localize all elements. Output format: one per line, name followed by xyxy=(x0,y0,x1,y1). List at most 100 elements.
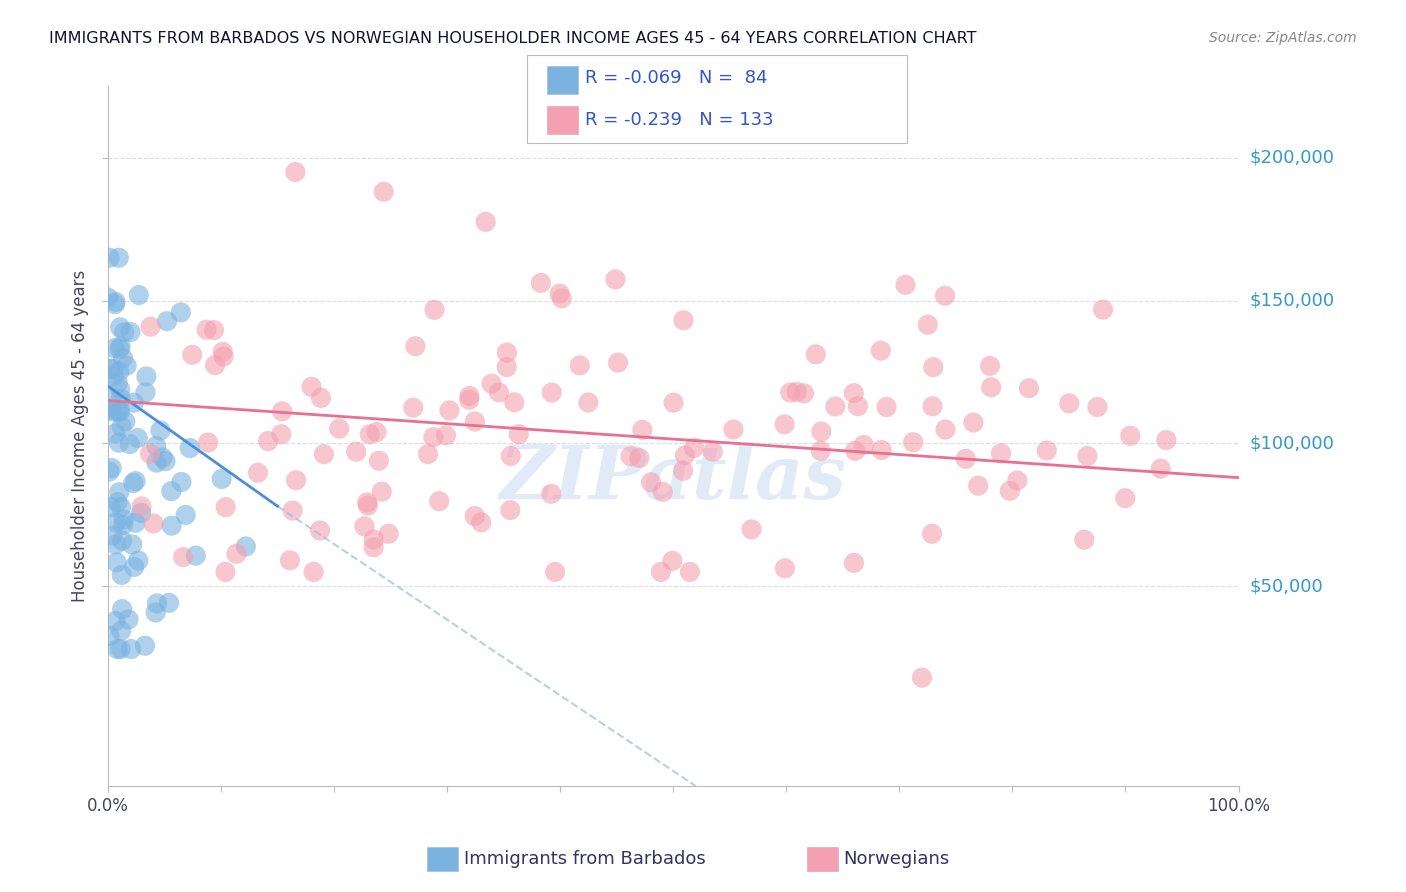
Point xyxy=(211,344,233,359)
Point xyxy=(464,414,486,428)
Point xyxy=(301,380,323,394)
Point xyxy=(281,503,304,517)
Point xyxy=(235,540,257,554)
Point xyxy=(423,302,446,317)
Point xyxy=(247,466,270,480)
Point xyxy=(110,404,132,418)
Point xyxy=(628,450,651,465)
Point xyxy=(371,484,394,499)
Point xyxy=(662,395,685,409)
Point xyxy=(499,449,522,463)
Point xyxy=(631,423,654,437)
Point xyxy=(363,541,385,555)
Point xyxy=(128,288,150,302)
Point xyxy=(103,368,125,383)
Point xyxy=(702,444,724,458)
Point xyxy=(650,565,672,579)
Point xyxy=(110,392,132,406)
Point xyxy=(111,602,134,616)
Text: IMMIGRANTS FROM BARBADOS VS NORWEGIAN HOUSEHOLDER INCOME AGES 45 - 64 YEARS CORR: IMMIGRANTS FROM BARBADOS VS NORWEGIAN HO… xyxy=(49,31,977,46)
Point xyxy=(214,500,236,515)
Point xyxy=(122,476,145,491)
Point xyxy=(568,359,591,373)
Point xyxy=(122,395,145,409)
Point xyxy=(672,464,695,478)
Point xyxy=(149,424,172,438)
Point xyxy=(101,528,124,542)
Point xyxy=(458,392,481,407)
Point xyxy=(824,400,846,414)
Point xyxy=(427,494,450,508)
Point xyxy=(107,376,129,390)
Point xyxy=(101,392,124,406)
Point xyxy=(804,347,827,361)
Point xyxy=(679,565,702,579)
Point xyxy=(464,509,486,524)
Point xyxy=(271,404,294,418)
Point xyxy=(108,404,131,418)
Point xyxy=(470,516,492,530)
Point xyxy=(110,383,132,397)
Point xyxy=(97,402,120,417)
Point xyxy=(195,323,218,337)
Point xyxy=(122,560,145,574)
Point xyxy=(97,291,120,305)
Point xyxy=(495,359,517,374)
Point xyxy=(846,399,869,413)
Point xyxy=(1036,443,1059,458)
Point xyxy=(508,427,530,442)
Point xyxy=(402,401,425,415)
Text: $50,000: $50,000 xyxy=(1250,577,1323,595)
Point xyxy=(458,389,481,403)
Point xyxy=(155,454,177,468)
Point xyxy=(145,456,167,470)
Point xyxy=(98,251,121,265)
Point xyxy=(309,391,332,405)
Point xyxy=(876,400,898,414)
Point xyxy=(108,342,131,356)
Point xyxy=(107,405,129,419)
Point xyxy=(146,596,169,610)
Point xyxy=(1092,302,1115,317)
Point xyxy=(503,395,526,409)
Point xyxy=(129,506,152,520)
Point xyxy=(344,444,367,458)
Point xyxy=(139,447,162,461)
Point xyxy=(117,612,139,626)
Point xyxy=(98,361,121,376)
Point xyxy=(1150,461,1173,475)
Point xyxy=(434,428,457,442)
Point xyxy=(135,369,157,384)
Point xyxy=(302,565,325,579)
Point xyxy=(353,519,375,533)
Point xyxy=(100,500,122,515)
Point xyxy=(111,533,134,548)
Point xyxy=(270,427,292,442)
Point xyxy=(103,361,125,376)
Point xyxy=(540,385,562,400)
Point xyxy=(357,499,380,513)
Point xyxy=(110,500,132,515)
Point xyxy=(142,516,165,531)
Point xyxy=(810,425,832,439)
Text: R = -0.239   N = 133: R = -0.239 N = 133 xyxy=(585,111,773,129)
Point xyxy=(530,276,553,290)
Point xyxy=(114,414,136,428)
Point xyxy=(121,537,143,551)
Point xyxy=(377,526,399,541)
Point xyxy=(112,325,135,339)
Point xyxy=(108,251,131,265)
Point xyxy=(576,395,599,409)
Point xyxy=(356,495,378,509)
Text: R = -0.069   N =  84: R = -0.069 N = 84 xyxy=(585,70,768,87)
Point xyxy=(124,516,146,530)
Point xyxy=(107,495,129,509)
Text: $200,000: $200,000 xyxy=(1250,149,1334,167)
Point xyxy=(786,384,808,399)
Point xyxy=(741,522,763,536)
Point xyxy=(257,434,280,448)
Point xyxy=(105,555,128,569)
Point xyxy=(145,439,167,453)
Point xyxy=(640,475,662,490)
Point xyxy=(108,364,131,378)
